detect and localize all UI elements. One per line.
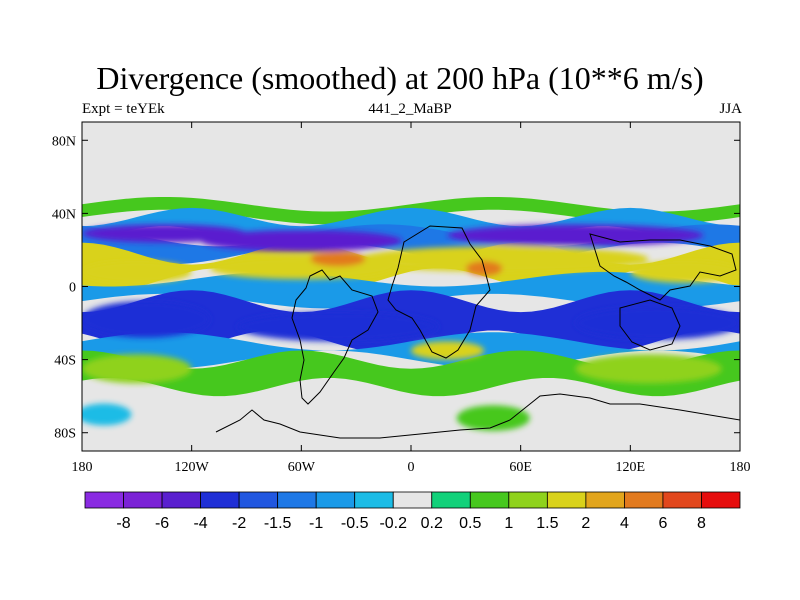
colorbar-swatch <box>161 491 201 509</box>
contour-region <box>310 251 366 267</box>
contour-region <box>456 405 530 431</box>
contour-region <box>82 260 192 283</box>
season-label: JJA <box>719 101 742 117</box>
x-tick-label: 180 <box>72 460 93 475</box>
contour-region <box>82 301 210 338</box>
contour-region <box>356 246 649 272</box>
colorbar-swatch <box>701 491 741 509</box>
colorbar-label: 1.5 <box>536 515 558 532</box>
colorbar-label: -1 <box>309 515 323 532</box>
colorbar-label: -8 <box>116 515 130 532</box>
colorbar-label: 2 <box>581 515 590 532</box>
colorbar-label: 6 <box>658 515 667 532</box>
colorbar-swatch <box>277 491 317 509</box>
colorbar-swatch <box>585 491 625 509</box>
x-axis: 180 120W 60W 0 60E 120E 180 <box>72 122 751 475</box>
colorbar-label: 0.2 <box>421 515 443 532</box>
coastline-africa <box>387 225 491 359</box>
colorbar-label: -6 <box>155 515 169 532</box>
colorbar-swatch <box>624 491 664 509</box>
contour-region <box>82 354 192 384</box>
x-tick-label: 60E <box>509 460 532 475</box>
x-tick-label: 120E <box>616 460 646 475</box>
colorbar-swatch <box>662 491 702 509</box>
colorbar-label: 8 <box>697 515 706 532</box>
chart-title: Divergence (smoothed) at 200 hPa (10**6 … <box>96 60 704 96</box>
colorbar-swatch <box>354 491 394 509</box>
colorbar-swatch <box>392 491 433 509</box>
colorbar-label: -0.5 <box>341 515 369 532</box>
colorbar-label: -1.5 <box>264 515 292 532</box>
x-tick-label: 180 <box>730 460 751 475</box>
coastline-layer <box>215 225 740 439</box>
y-tick-label: 40N <box>52 207 76 222</box>
x-tick-label: 120W <box>175 460 210 475</box>
y-tick-label: 40S <box>54 354 76 369</box>
colorbar-swatch <box>469 491 510 509</box>
coastline-australia <box>619 299 681 351</box>
x-tick-label: 60W <box>288 460 316 475</box>
contour-band <box>82 332 740 369</box>
contour-region <box>575 306 740 340</box>
colorbar: -8 -6 -4 -2 -1.5 -1 -0.5 -0.2 0.2 0.5 1 1.5 2 4 6 8 <box>84 491 741 532</box>
colorbar-swatch <box>84 491 124 509</box>
coastline-antarctica <box>215 393 740 439</box>
y-tick-label: 0 <box>69 281 76 296</box>
contour-region <box>411 341 485 360</box>
contour-band <box>82 350 740 397</box>
run-id-label: 441_2_MaBP <box>368 101 452 117</box>
y-axis: 80N 40N 0 40S 80S <box>52 134 740 442</box>
contour-region <box>82 403 132 426</box>
colorbar-label: 1 <box>504 515 513 532</box>
colorbar-swatch <box>200 491 240 509</box>
contour-region <box>575 354 722 384</box>
colorbar-label: -2 <box>232 515 246 532</box>
coastline-asia <box>589 233 737 301</box>
colorbar-label: -0.2 <box>379 515 407 532</box>
y-tick-label: 80N <box>52 134 76 149</box>
colorbar-label: 0.5 <box>459 515 481 532</box>
coastline-south-america <box>291 269 379 405</box>
contour-region <box>200 229 402 252</box>
contour-band <box>82 224 740 265</box>
colorbar-swatch <box>123 491 163 509</box>
colorbar-label: -4 <box>193 515 207 532</box>
contour-region <box>447 224 704 247</box>
colorbar-swatch <box>546 491 587 509</box>
experiment-label: Expt = teYEk <box>82 101 165 117</box>
contour-region-layer <box>82 224 740 431</box>
y-tick-label: 80S <box>54 427 76 442</box>
colorbar-swatch <box>431 491 471 509</box>
x-tick-label: 0 <box>408 460 415 475</box>
contour-band <box>82 271 740 309</box>
colorbar-label: 4 <box>620 515 629 532</box>
contour-region <box>630 260 740 283</box>
colorbar-swatch <box>315 491 356 509</box>
colorbar-swatch <box>508 491 548 509</box>
contour-region <box>237 312 439 342</box>
colorbar-swatch <box>238 491 279 509</box>
